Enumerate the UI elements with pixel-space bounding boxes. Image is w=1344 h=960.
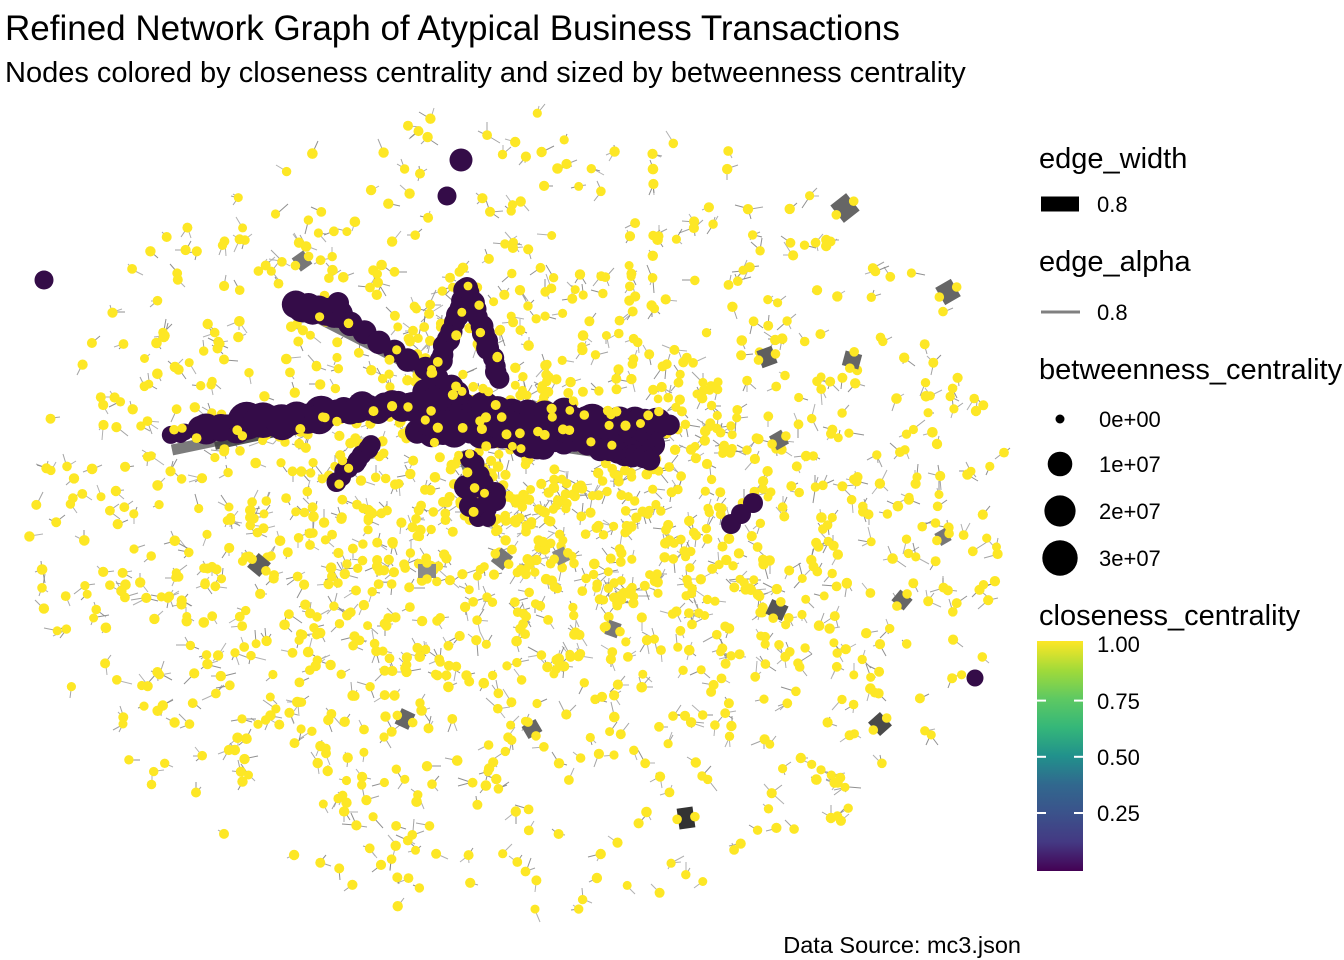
svg-text:0.75: 0.75 (1097, 689, 1140, 714)
svg-text:betweenness_centrality: betweenness_centrality (1039, 354, 1343, 386)
svg-text:closeness_centrality: closeness_centrality (1039, 600, 1301, 632)
svg-text:0e+00: 0e+00 (1099, 407, 1161, 432)
svg-text:0.50: 0.50 (1097, 745, 1140, 770)
svg-text:1e+07: 1e+07 (1099, 452, 1161, 477)
svg-text:0.8: 0.8 (1097, 192, 1128, 217)
svg-text:0.8: 0.8 (1097, 300, 1128, 325)
svg-text:Data Source: mc3.json: Data Source: mc3.json (783, 932, 1021, 958)
svg-text:edge_alpha: edge_alpha (1039, 246, 1191, 278)
svg-text:0.25: 0.25 (1097, 801, 1140, 826)
svg-text:3e+07: 3e+07 (1099, 546, 1161, 571)
svg-text:2e+07: 2e+07 (1099, 499, 1161, 524)
svg-text:Nodes colored by closeness cen: Nodes colored by closeness centrality an… (5, 57, 966, 89)
svg-text:edge_width: edge_width (1039, 143, 1187, 175)
svg-text:1.00: 1.00 (1097, 632, 1140, 657)
svg-text:Refined Network Graph of Atypi: Refined Network Graph of Atypical Busine… (5, 9, 900, 48)
